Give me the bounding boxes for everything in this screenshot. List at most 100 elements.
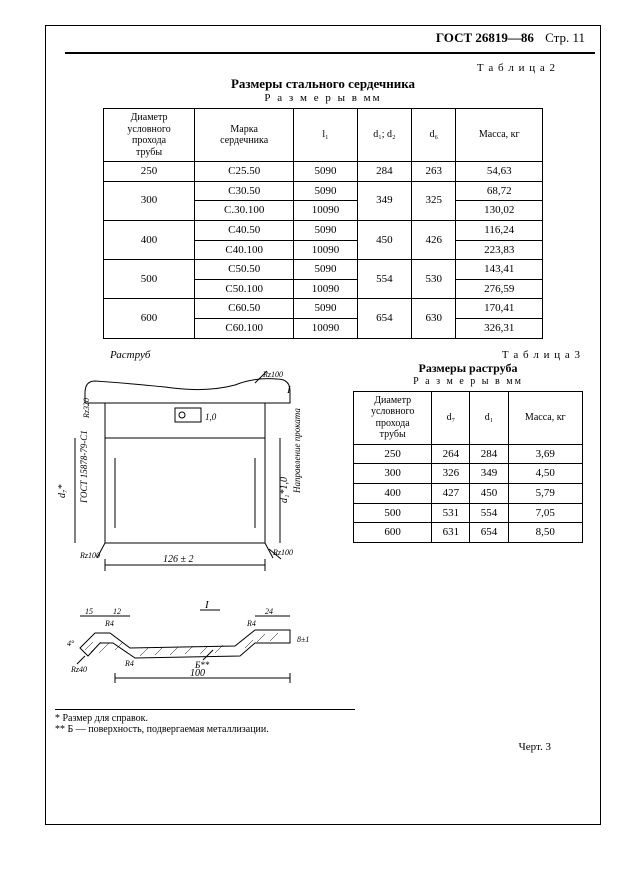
cell: 531 xyxy=(432,503,470,523)
cell-d12: 450 xyxy=(357,220,411,259)
cell-mark: С40.50 xyxy=(195,220,294,240)
cell-mass: 223,83 xyxy=(456,240,543,260)
cell-mark: С60.50 xyxy=(195,299,294,319)
cell: 631 xyxy=(432,523,470,543)
cell-mark: С60.100 xyxy=(195,319,294,339)
table-row: 4004274505,79 xyxy=(354,484,583,504)
cell: 264 xyxy=(432,444,470,464)
cell-mass: 143,41 xyxy=(456,260,543,280)
svg-text:Направление проката: Направление проката xyxy=(292,407,302,493)
svg-text:Б**: Б** xyxy=(194,660,210,670)
standard-code: ГОСТ 26819—86 xyxy=(436,30,534,45)
table-row: 400С40.505090450426116,24 xyxy=(104,220,543,240)
technical-diagram: Раструб 1,0 xyxy=(55,349,335,703)
cell-d12: 554 xyxy=(357,260,411,299)
table2: Диаметрусловногопроходатрубы Маркасердеч… xyxy=(103,108,543,339)
table2-subtitle: Р а з м е р ы в мм xyxy=(55,92,591,104)
cell: 654 xyxy=(470,523,508,543)
cell-mark: С25.50 xyxy=(195,162,294,182)
table2-label: Т а б л и ц а 2 xyxy=(55,62,556,74)
cell-d6: 630 xyxy=(412,299,456,338)
cell: 3,69 xyxy=(508,444,582,464)
cell: 400 xyxy=(354,484,432,504)
cell-mass: 54,63 xyxy=(456,162,543,182)
cell-l1: 5090 xyxy=(294,299,357,319)
cell-diameter: 500 xyxy=(104,260,195,299)
cell: 326 xyxy=(432,464,470,484)
cell-diameter: 250 xyxy=(104,162,195,182)
table3-col-d1: d₁ xyxy=(470,391,508,444)
cell-d12: 654 xyxy=(357,299,411,338)
table2-col-diameter: Диаметрусловногопроходатрубы xyxy=(104,109,195,162)
cell-d12: 284 xyxy=(357,162,411,182)
cell-diameter: 300 xyxy=(104,181,195,220)
cell-d12: 349 xyxy=(357,181,411,220)
svg-text:15: 15 xyxy=(85,607,93,616)
cell-l1: 10090 xyxy=(294,240,357,260)
svg-text:24: 24 xyxy=(265,607,273,616)
svg-text:Rz320: Rz320 xyxy=(82,398,91,419)
cell-d6: 426 xyxy=(412,220,456,259)
svg-text:R4: R4 xyxy=(246,619,256,628)
svg-text:Rz40: Rz40 xyxy=(70,665,87,674)
page-header: ГОСТ 26819—86 Стр. 11 xyxy=(65,30,595,54)
svg-text:I: I xyxy=(286,384,292,396)
cell-l1: 10090 xyxy=(294,201,357,221)
footnote-1: * Размер для справок. xyxy=(55,713,355,724)
table-row: 500С50.505090554530143,41 xyxy=(104,260,543,280)
cell: 349 xyxy=(470,464,508,484)
table-row: 300С30.50509034932568,72 xyxy=(104,181,543,201)
table2-col-mark: Маркасердечника xyxy=(195,109,294,162)
cell: 600 xyxy=(354,523,432,543)
cell: 5,79 xyxy=(508,484,582,504)
cell: 7,05 xyxy=(508,503,582,523)
cell-mass: 326,31 xyxy=(456,319,543,339)
svg-text:1,0: 1,0 xyxy=(205,412,217,422)
cell: 500 xyxy=(354,503,432,523)
svg-text:d₁*1,0: d₁*1,0 xyxy=(279,477,290,503)
svg-text:R4: R4 xyxy=(124,659,134,668)
diagram-rastrub-label: Раструб xyxy=(110,349,335,361)
svg-text:ГОСТ 15878-79-С1: ГОСТ 15878-79-С1 xyxy=(79,430,89,504)
footnotes: * Размер для справок. ** Б — поверхность… xyxy=(55,709,355,735)
cell: 250 xyxy=(354,444,432,464)
table2-col-mass: Масса, кг xyxy=(456,109,543,162)
cell-d6: 325 xyxy=(412,181,456,220)
svg-text:126 ± 2: 126 ± 2 xyxy=(163,554,194,565)
table2-col-d12: d₁; d₂ xyxy=(357,109,411,162)
svg-text:Rz100: Rz100 xyxy=(272,548,293,557)
cell-mass: 170,41 xyxy=(456,299,543,319)
cell-mark: С30.50 xyxy=(195,181,294,201)
svg-text:I: I xyxy=(204,599,210,611)
table2-title: Размеры стального сердечника xyxy=(55,76,591,92)
cell: 554 xyxy=(470,503,508,523)
svg-text:d₇*: d₇* xyxy=(57,484,68,497)
table-row: 600С60.505090654630170,41 xyxy=(104,299,543,319)
table3-label: Т а б л и ц а 3 xyxy=(345,349,581,361)
table-row: 3003263494,50 xyxy=(354,464,583,484)
cell-l1: 10090 xyxy=(294,279,357,299)
table3-subtitle: Р а з м е р ы в мм xyxy=(345,376,591,387)
table-row: 2502642843,69 xyxy=(354,444,583,464)
cell-diameter: 400 xyxy=(104,220,195,259)
table-row: 6006316548,50 xyxy=(354,523,583,543)
cell-diameter: 600 xyxy=(104,299,195,338)
table3-col-diameter: Диаметрусловногопроходатрубы xyxy=(354,391,432,444)
table3: Диаметрусловногопроходатрубы d₇ d₁ Масса… xyxy=(353,391,583,543)
cell-l1: 5090 xyxy=(294,220,357,240)
table-row: 5005315547,05 xyxy=(354,503,583,523)
cell-mass: 116,24 xyxy=(456,220,543,240)
cell: 8,50 xyxy=(508,523,582,543)
cell-mark: С50.50 xyxy=(195,260,294,280)
svg-text:Rz100: Rz100 xyxy=(79,551,100,560)
cell-mark: С50.100 xyxy=(195,279,294,299)
table2-col-l1: l₁ xyxy=(294,109,357,162)
cell-mass: 276,59 xyxy=(456,279,543,299)
cell-mass: 130,02 xyxy=(456,201,543,221)
table3-col-mass: Масса, кг xyxy=(508,391,582,444)
table2-col-d6: d₆ xyxy=(412,109,456,162)
svg-text:12: 12 xyxy=(113,607,121,616)
cell-mark: С.30.100 xyxy=(195,201,294,221)
svg-text:R4: R4 xyxy=(104,619,114,628)
svg-text:8±1: 8±1 xyxy=(297,635,309,644)
